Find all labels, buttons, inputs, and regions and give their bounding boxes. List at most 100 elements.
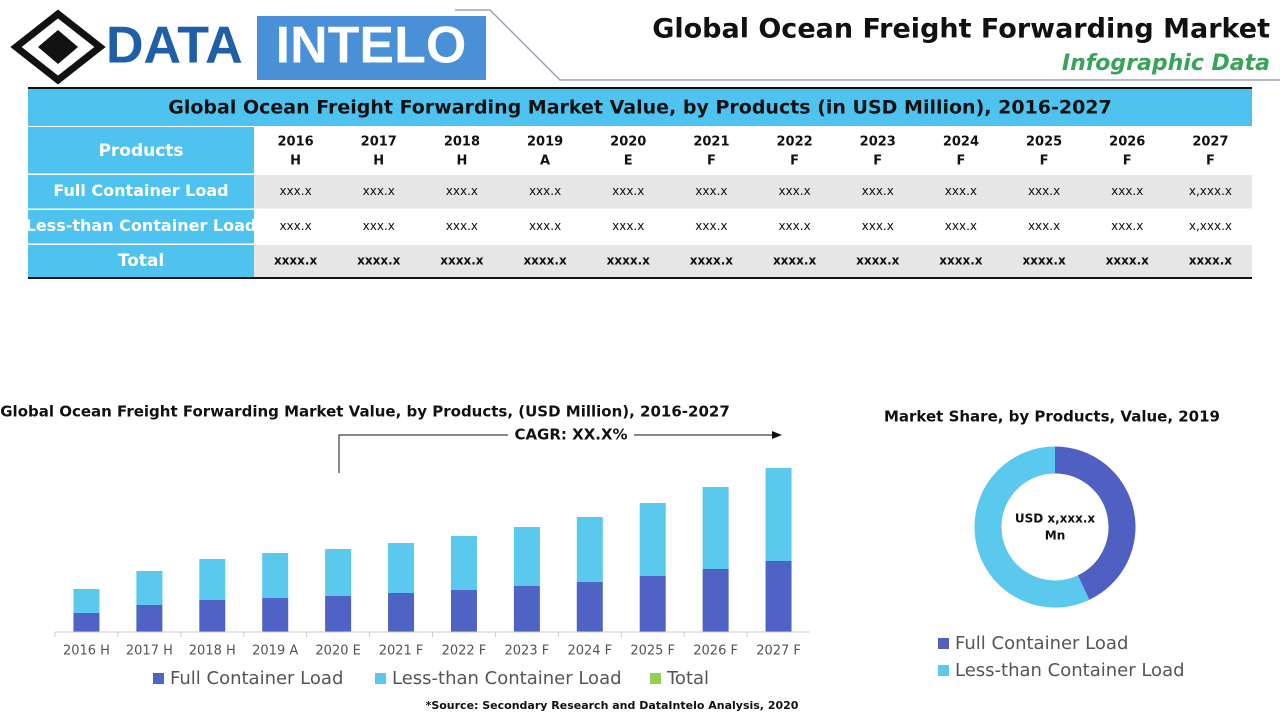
table-cell: xxxx.x [1189, 254, 1233, 268]
column-year: 2026 [1109, 135, 1145, 150]
table-cell: xxx.x [695, 219, 727, 233]
bar-segment [639, 503, 666, 576]
column-year: 2021 [693, 135, 729, 150]
legend-label: Total [666, 668, 709, 689]
table-cell: xxx.x [529, 184, 561, 198]
x-tick-label: 2025 F [630, 644, 675, 659]
source-note: *Source: Secondary Research and DataInte… [426, 699, 799, 712]
table-cell: xxx.x [446, 184, 478, 198]
table-cell: xxx.x [945, 219, 977, 233]
legend-label: Full Container Load [955, 633, 1128, 654]
x-tick-label: 2026 F [693, 644, 738, 659]
x-tick-label: 2022 F [442, 644, 487, 659]
table-cell: xxx.x [945, 184, 977, 198]
table-cell: xxxx.x [690, 254, 734, 268]
column-status: F [873, 154, 882, 169]
column-year: 2025 [1026, 135, 1062, 150]
column-year: 2016 [277, 135, 313, 150]
legend-swatch [375, 673, 386, 684]
logo-text: DATA [106, 17, 243, 75]
chart-title: Market Share, by Products, Value, 2019 [884, 408, 1220, 426]
logo-box [257, 16, 486, 80]
table-cell: xxx.x [612, 219, 644, 233]
bar-segment [702, 569, 729, 632]
bar-segment [513, 586, 540, 632]
row-label-cell [28, 210, 254, 244]
column-status: F [707, 154, 716, 169]
bar-segment [136, 571, 163, 605]
bar-segment [765, 468, 792, 561]
legend-swatch [938, 665, 949, 676]
bar-segment [450, 536, 477, 590]
column-status: H [373, 154, 384, 169]
x-tick-label: 2027 F [756, 644, 801, 659]
row-label: Less-than Container Load [26, 216, 257, 235]
row-label: Total [118, 251, 164, 271]
header-rule [455, 9, 1280, 81]
x-tick-label: 2019 A [252, 644, 298, 659]
cagr-arrow [338, 434, 508, 473]
header-label: Products [98, 141, 183, 161]
arrow-head [772, 431, 782, 439]
table-cell: xxxx.x [357, 254, 401, 268]
table-cell: xxx.x [695, 184, 727, 198]
bar-segment [388, 543, 415, 593]
page-title: Global Ocean Freight Forwarding Market [652, 14, 1270, 45]
row-label-cell [28, 175, 254, 209]
column-year: 2023 [860, 135, 896, 150]
page-subtitle: Infographic Data [1062, 51, 1270, 76]
table-cell: xxxx.x [523, 254, 567, 268]
table-cell: xxx.x [363, 219, 395, 233]
table-cell: xxx.x [778, 219, 810, 233]
legend-label: Less-than Container Load [955, 660, 1185, 681]
table-cell: xxxx.x [1106, 254, 1150, 268]
table-cell: xxxx.x [607, 254, 651, 268]
table-cell: xxxx.x [939, 254, 983, 268]
table-cell: xxxx.x [773, 254, 817, 268]
table-cell: xxx.x [862, 184, 894, 198]
logo-icon [10, 9, 106, 85]
table-cell: xxxx.x [856, 254, 900, 268]
bar-segment [199, 600, 226, 632]
legend-swatch [938, 638, 949, 649]
table-title: Global Ocean Freight Forwarding Market V… [168, 97, 1112, 119]
column-status: A [540, 154, 550, 169]
column-status: F [1040, 154, 1049, 169]
bar-segment [388, 593, 415, 632]
legend-swatch [153, 673, 164, 684]
bar-segment [450, 590, 477, 632]
bar-segment [702, 487, 729, 569]
bar-segment [73, 589, 100, 613]
table-title-bg [28, 88, 1252, 126]
column-year: 2019 [527, 135, 563, 150]
x-tick-label: 2023 F [505, 644, 550, 659]
bar-segment [73, 613, 100, 632]
column-status: F [1206, 154, 1215, 169]
column-status: E [624, 154, 633, 169]
row-bg [254, 245, 1252, 278]
table-cell: xxx.x [612, 184, 644, 198]
column-year: 2022 [776, 135, 812, 150]
bar-segment [199, 559, 226, 600]
header-cell [28, 127, 254, 174]
donut-segment [1054, 446, 1136, 600]
logo-text: INTELO [276, 17, 467, 75]
table-cell: xxx.x [1028, 219, 1060, 233]
bar-segment [765, 561, 792, 632]
bar-segment [136, 605, 163, 632]
bar-segment [639, 576, 666, 632]
column-status: F [1123, 154, 1132, 169]
row-label: Full Container Load [53, 181, 228, 200]
bar-segment [325, 596, 352, 632]
center-label: Mn [1045, 529, 1065, 543]
column-status: H [456, 154, 467, 169]
table-cell: xxx.x [862, 219, 894, 233]
column-year: 2020 [610, 135, 646, 150]
donut-segment [974, 446, 1090, 608]
table-cell: xxxx.x [440, 254, 484, 268]
table-cell: xxxx.x [1022, 254, 1066, 268]
table-cell: xxx.x [446, 219, 478, 233]
bar-segment [576, 582, 603, 632]
x-tick-label: 2017 H [126, 644, 173, 659]
column-year: 2018 [444, 135, 480, 150]
